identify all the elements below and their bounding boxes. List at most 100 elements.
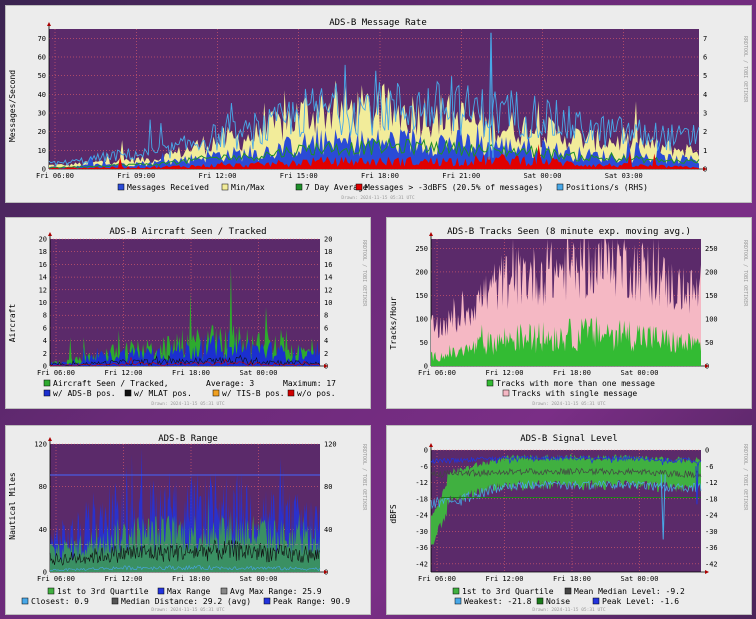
y2-tick-label: -30 (705, 528, 718, 536)
x-tick-label: Fri 12:00 (486, 369, 524, 377)
series-7-day-average (48, 137, 700, 169)
series-min-max (49, 80, 699, 169)
legend-item: Tracks with single message (512, 389, 637, 398)
y-tick-label: 20 (39, 236, 47, 244)
legend-item: w/o pos. (297, 389, 336, 398)
y2-tick-label: 8 (324, 312, 328, 320)
y2-tick-label: 10 (324, 299, 332, 307)
legend-item: Peak Level: -1.6 (602, 597, 679, 606)
series-wo-pos (49, 356, 321, 367)
y2-tick-label: 1 (703, 147, 707, 155)
peak-spike (615, 239, 619, 296)
x-tick-label: Fri 12:00 (199, 172, 237, 180)
y-axis-arrow (47, 22, 51, 26)
legend-item: Weakest: -21.8 (464, 597, 532, 606)
y-tick-label: -24 (415, 512, 428, 520)
x-axis-arrow (324, 364, 328, 368)
series-tracks-single (431, 239, 701, 366)
y-tick-label: -36 (415, 544, 428, 552)
series-tracks-multi (431, 316, 701, 366)
x-axis-arrow (705, 570, 709, 574)
legend-item: Mean Median Level: -9.2 (574, 587, 685, 596)
x-axis-arrow (705, 364, 709, 368)
x-tick-label: Fri 18:00 (172, 369, 210, 377)
x-tick-label: Fri 18:00 (553, 575, 591, 583)
legend-item: Closest: 0.9 (31, 597, 89, 606)
y-tick-label: 2 (43, 350, 47, 358)
y-tick-label: 100 (415, 315, 428, 323)
x-tick-label: Sat 00:00 (240, 575, 278, 583)
series-closest (49, 564, 321, 572)
y2-tick-label: 2 (324, 350, 328, 358)
peak-spike (488, 32, 494, 160)
y-tick-label: 40 (39, 526, 47, 534)
rrdtool-credit: RRDTOOL / TOBI OETIKER (742, 444, 748, 511)
legend-item: w/ ADS-B pos. (53, 389, 116, 398)
y2-tick-label: 5 (703, 72, 707, 80)
y-tick-label: 0 (424, 363, 428, 371)
drawn-timestamp: Drawn: 2024-11-15 05:31 UTC (532, 607, 605, 613)
series-positions (48, 64, 700, 167)
legend-item-swatch (556, 183, 564, 191)
y-tick-label: 16 (39, 261, 47, 269)
rrdtool-credit: RRDTOOL / TOBI OETIKER (361, 444, 367, 511)
y2-tick-label: 50 (705, 339, 713, 347)
aircraft-chart: ADS-B Aircraft Seen / Tracked Aircraft R… (8, 227, 367, 407)
y2-tick-label: 4 (324, 337, 328, 345)
series-weakest (430, 480, 702, 510)
legend-item: 7 Day Average (305, 183, 368, 192)
y-tick-label: 0 (43, 569, 47, 577)
x-axis-arrow (324, 570, 328, 574)
legend-item-swatch (117, 183, 125, 191)
legend-item-swatch (454, 597, 462, 605)
legend-item: Noise (546, 597, 570, 606)
y2-tick-label: 250 (705, 245, 718, 253)
legend-item-swatch (263, 597, 271, 605)
series-quartiles (431, 454, 701, 546)
legend-item: Max Range (167, 587, 211, 596)
x-tick-label: Sat 00:00 (524, 172, 562, 180)
x-tick-label: Fri 12:00 (105, 575, 143, 583)
y2-tick-label: -12 (705, 479, 718, 487)
legend-item-swatch (21, 597, 29, 605)
y2-tick-label: 6 (703, 54, 707, 62)
rrdtool-credit: RRDTOOL / TOBI OETIKER (361, 240, 367, 307)
legend-item-swatch (157, 587, 165, 595)
y2-tick-label: 2 (703, 128, 707, 136)
series-median (49, 539, 321, 566)
x-tick-label: Fri 12:00 (105, 369, 143, 377)
y2-tick-label: 200 (705, 268, 718, 276)
legend-item: Avg Max Range: 25.9 (230, 587, 322, 596)
legend-item-swatch (355, 183, 363, 191)
y-tick-label: 0 (43, 363, 47, 371)
y-axis-arrow (429, 443, 433, 447)
x-tick-label: Fri 12:00 (486, 575, 524, 583)
y-tick-label: 50 (420, 339, 428, 347)
y-axis-label: Messages/Second (8, 70, 17, 142)
y2-tick-label: 80 (324, 483, 332, 491)
x-tick-label: Fri 21:00 (442, 172, 480, 180)
range-chart: ADS-B Range Nautical Miles RRDTOOL / TOB… (8, 434, 367, 613)
legend-item-swatch (124, 389, 132, 397)
y-tick-label: 8 (43, 312, 47, 320)
y-tick-label: 150 (415, 292, 428, 300)
legend-item-swatch (287, 389, 295, 397)
y-tick-label: 0 (424, 447, 428, 455)
y-axis-arrow (429, 232, 433, 236)
legend-item-swatch (452, 587, 460, 595)
x-tick-label: Sat 00:00 (621, 575, 659, 583)
y-tick-label: 10 (39, 299, 47, 307)
legend-item: 1st to 3rd Quartile (462, 587, 554, 596)
y2-tick-label: 40 (324, 526, 332, 534)
legend-item: Median Distance: 29.2 (avg) (121, 597, 251, 606)
x-tick-label: Sat 00:00 (240, 369, 278, 377)
legend-item: Messages Received (127, 183, 209, 192)
y-tick-label: 250 (415, 245, 428, 253)
legend-item: Tracks with more than one message (496, 379, 655, 388)
y-tick-label: 14 (39, 274, 47, 282)
y-tick-label: 70 (38, 35, 46, 43)
y2-tick-label: 18 (324, 248, 332, 256)
legend-item-swatch (43, 379, 51, 387)
peak-spike (229, 264, 233, 347)
x-tick-label: Sat 03:00 (605, 172, 643, 180)
